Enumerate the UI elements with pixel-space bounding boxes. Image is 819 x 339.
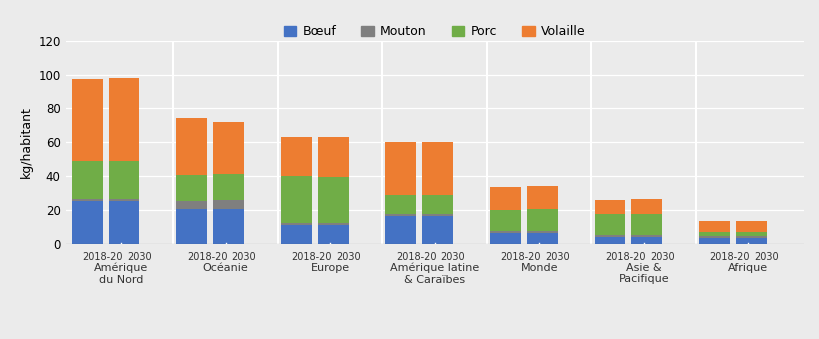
Bar [735,232,766,236]
Bar [735,236,766,238]
Bar [526,186,557,209]
Text: 2018-20: 2018-20 [500,252,541,262]
Bar [735,238,766,244]
Text: Asie &
Pacifique: Asie & Pacifique [618,263,668,284]
Text: 2018-20: 2018-20 [291,252,332,262]
Legend: Bœuf, Mouton, Porc, Volaille: Bœuf, Mouton, Porc, Volaille [278,20,590,43]
Bar [422,216,452,244]
Bar [631,199,662,214]
Bar [631,237,662,244]
Text: 2030: 2030 [336,252,360,262]
Bar [213,174,244,200]
Bar [213,209,244,244]
Text: Amérique latine
& Caraïbes: Amérique latine & Caraïbes [390,263,478,285]
Bar [176,201,207,209]
Bar [176,209,207,244]
Bar [594,214,625,235]
Bar [699,238,729,244]
Bar [594,237,625,244]
Bar [526,233,557,244]
Text: 2030: 2030 [753,252,778,262]
Text: 2018-20: 2018-20 [82,252,123,262]
Bar [281,223,311,225]
Bar [281,225,311,244]
Bar [109,199,139,201]
Bar [631,214,662,235]
Bar [490,210,520,231]
Text: 2018-20: 2018-20 [604,252,645,262]
Bar [176,118,207,175]
Bar [72,199,102,201]
Bar [318,177,348,223]
Bar [213,122,244,174]
Bar [318,225,348,244]
Text: Amérique
du Nord: Amérique du Nord [93,263,148,285]
Bar [281,137,311,176]
Text: 2018-20: 2018-20 [708,252,749,262]
Bar [213,200,244,209]
Text: 2030: 2030 [545,252,569,262]
Text: Océanie: Océanie [202,263,248,273]
Bar [735,221,766,232]
Text: 2030: 2030 [231,252,256,262]
Text: 2018-20: 2018-20 [396,252,436,262]
Bar [281,176,311,223]
Text: Monde: Monde [520,263,557,273]
Bar [526,231,557,233]
Bar [109,78,139,161]
Bar [385,216,416,244]
Bar [490,233,520,244]
Bar [318,223,348,225]
Text: Afrique: Afrique [727,263,767,273]
Bar [422,141,452,195]
Bar [385,214,416,216]
Bar [699,236,729,238]
Bar [594,200,625,214]
Bar [109,161,139,199]
Text: 2018-20: 2018-20 [187,252,227,262]
Bar [699,232,729,236]
Text: 2030: 2030 [127,252,152,262]
Bar [72,79,102,161]
Bar [176,175,207,201]
Bar [631,235,662,237]
Bar [72,201,102,244]
Bar [422,195,452,214]
Bar [422,214,452,216]
Bar [385,195,416,214]
Y-axis label: kg/habitant: kg/habitant [20,106,33,178]
Bar [526,209,557,231]
Bar [594,235,625,237]
Bar [699,221,729,232]
Bar [490,187,520,210]
Bar [109,201,139,244]
Bar [72,161,102,199]
Bar [490,231,520,233]
Bar [385,141,416,195]
Text: Europe: Europe [310,263,349,273]
Text: 2030: 2030 [440,252,465,262]
Bar [318,137,348,177]
Text: 2030: 2030 [649,252,674,262]
